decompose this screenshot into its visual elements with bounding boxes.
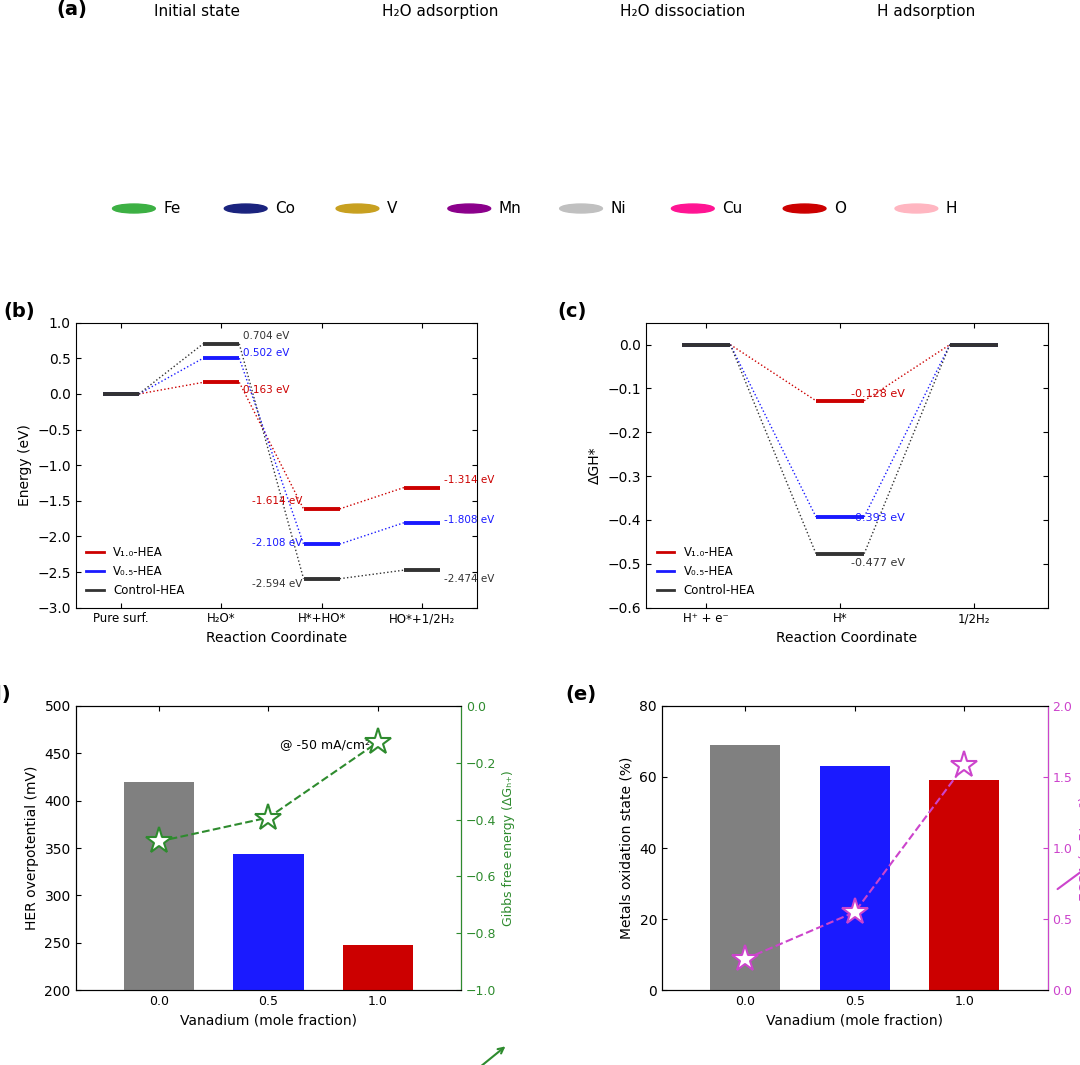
Text: V: V xyxy=(387,201,397,216)
Y-axis label: ΔGH*: ΔGH* xyxy=(588,446,602,484)
Text: (a): (a) xyxy=(56,0,87,19)
Legend: V₁.₀-HEA, V₀.₅-HEA, Control-HEA: V₁.₀-HEA, V₀.₅-HEA, Control-HEA xyxy=(652,541,760,602)
Text: -1.614 eV: -1.614 eV xyxy=(252,496,302,506)
Text: -0.128 eV: -0.128 eV xyxy=(851,389,905,398)
X-axis label: Vanadium (mole fraction): Vanadium (mole fraction) xyxy=(180,1014,357,1028)
Circle shape xyxy=(783,204,826,213)
Circle shape xyxy=(895,204,937,213)
Text: Ni: Ni xyxy=(610,201,625,216)
Text: 0.502 eV: 0.502 eV xyxy=(243,348,289,358)
Text: -2.474 eV: -2.474 eV xyxy=(444,574,495,585)
Text: Initial state: Initial state xyxy=(154,4,240,19)
Text: -0.477 eV: -0.477 eV xyxy=(851,558,905,568)
Text: -1.808 eV: -1.808 eV xyxy=(444,514,495,525)
Legend: V₁.₀-HEA, V₀.₅-HEA, Control-HEA: V₁.₀-HEA, V₀.₅-HEA, Control-HEA xyxy=(81,541,189,602)
Bar xyxy=(929,781,999,990)
Y-axis label: ECSA (mF/cm²): ECSA (mF/cm²) xyxy=(1078,796,1080,901)
Text: Cu: Cu xyxy=(723,201,742,216)
Bar xyxy=(233,854,303,1065)
X-axis label: Reaction Coordinate: Reaction Coordinate xyxy=(206,632,347,645)
Text: Fe: Fe xyxy=(163,201,180,216)
Text: H₂O adsorption: H₂O adsorption xyxy=(382,4,498,19)
Bar xyxy=(711,744,780,990)
Y-axis label: Energy (eV): Energy (eV) xyxy=(17,424,31,506)
Bar xyxy=(820,766,890,990)
Text: H adsorption: H adsorption xyxy=(877,4,975,19)
Text: -2.594 eV: -2.594 eV xyxy=(252,578,302,589)
Circle shape xyxy=(225,204,267,213)
Text: -0.393 eV: -0.393 eV xyxy=(851,513,905,524)
Circle shape xyxy=(448,204,490,213)
Circle shape xyxy=(559,204,603,213)
X-axis label: Vanadium (mole fraction): Vanadium (mole fraction) xyxy=(766,1014,943,1028)
Circle shape xyxy=(112,204,156,213)
Text: (c): (c) xyxy=(557,302,586,321)
Bar xyxy=(343,945,414,1065)
Bar xyxy=(124,782,194,1065)
Text: (d): (d) xyxy=(0,685,11,704)
Text: O: O xyxy=(834,201,846,216)
Text: H₂O dissociation: H₂O dissociation xyxy=(621,4,745,19)
Circle shape xyxy=(336,204,379,213)
Text: 0.704 eV: 0.704 eV xyxy=(243,331,289,341)
Text: Mn: Mn xyxy=(499,201,522,216)
Y-axis label: Gibbs free energy (ΔGₕ₊): Gibbs free energy (ΔGₕ₊) xyxy=(502,770,515,925)
X-axis label: Reaction Coordinate: Reaction Coordinate xyxy=(777,632,917,645)
Text: (b): (b) xyxy=(3,302,35,321)
Circle shape xyxy=(672,204,714,213)
Text: -1.314 eV: -1.314 eV xyxy=(444,475,495,485)
Text: @ -50 mA/cm²: @ -50 mA/cm² xyxy=(280,738,370,751)
Text: H: H xyxy=(946,201,957,216)
Y-axis label: HER overpotential (mV): HER overpotential (mV) xyxy=(25,766,39,930)
Text: -2.108 eV: -2.108 eV xyxy=(253,538,302,547)
Text: 0.163 eV: 0.163 eV xyxy=(243,386,289,395)
Text: (e): (e) xyxy=(566,685,596,704)
Y-axis label: Metals oxidation state (%): Metals oxidation state (%) xyxy=(620,757,634,939)
Text: Co: Co xyxy=(274,201,295,216)
